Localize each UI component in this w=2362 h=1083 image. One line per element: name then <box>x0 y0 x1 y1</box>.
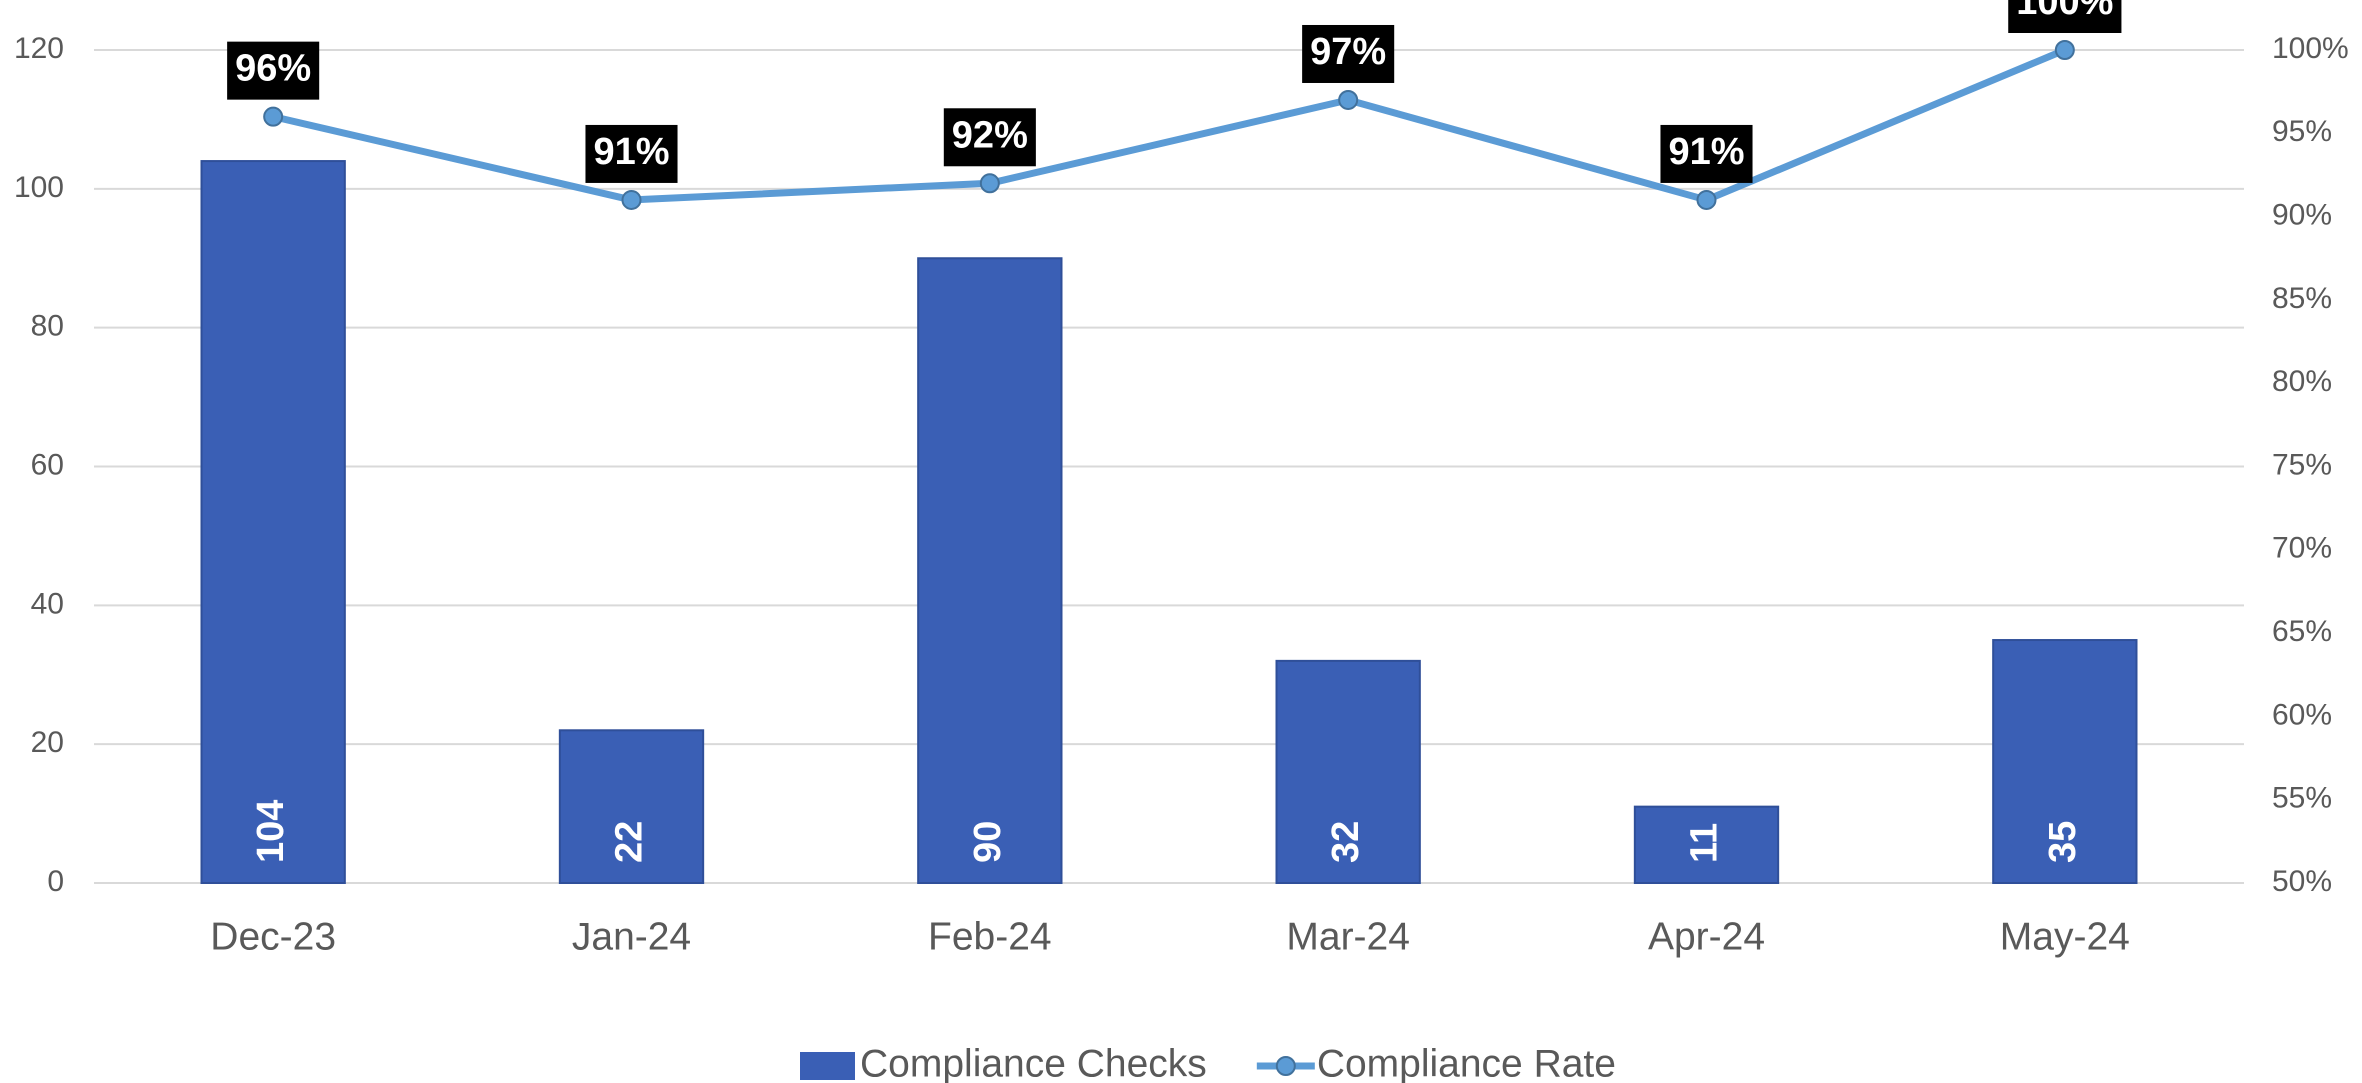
y2-tick-label: 60% <box>2272 698 2332 731</box>
legend-swatch <box>800 1052 855 1080</box>
line <box>272 46 2067 204</box>
bar <box>1633 805 1780 884</box>
data-label-box <box>943 108 1036 167</box>
y2-tick-label: 90% <box>2272 199 2332 232</box>
bar-value-label: 11 <box>1684 823 1726 863</box>
x-tick-label: May-24 <box>2000 915 2130 958</box>
line-value-label: 91% <box>1668 131 1744 173</box>
y2-tick-label: 55% <box>2272 782 2332 815</box>
y2-tick-label: 50% <box>2272 865 2332 898</box>
data-label-box <box>227 41 320 100</box>
x-tick-label: Feb-24 <box>928 915 1052 958</box>
bar-value-label: 32 <box>1325 821 1367 863</box>
data-label-box <box>1302 24 1395 83</box>
bar <box>1992 639 2138 885</box>
line-marker <box>263 106 284 127</box>
line-marker <box>621 189 642 210</box>
data-label: 100% <box>2008 0 2122 33</box>
x-tick-label: Dec-23 <box>210 915 336 958</box>
data-label: 92% <box>943 108 1036 167</box>
y-tick-label: 20 <box>31 726 64 759</box>
line-value-label: 91% <box>593 131 669 173</box>
data-label: 96% <box>227 41 320 100</box>
bar <box>200 160 346 885</box>
y2-tick-label: 100% <box>2272 32 2349 65</box>
bar <box>917 257 1063 884</box>
bar-value-label: 90 <box>967 821 1009 863</box>
line-marker <box>979 173 1000 194</box>
y2-tick-label: 65% <box>2272 615 2332 648</box>
y2-tick-label: 85% <box>2272 282 2332 315</box>
data-label: 97% <box>1302 24 1395 83</box>
x-tick-label: Apr-24 <box>1648 915 1765 958</box>
x-tick-label: Mar-24 <box>1286 915 1410 958</box>
y-tick-label: 40 <box>31 587 64 620</box>
y2-tick-label: 95% <box>2272 115 2332 148</box>
y-tick-label: 60 <box>31 448 64 481</box>
y-tick-label: 80 <box>31 310 64 343</box>
data-label: 91% <box>1660 124 1753 183</box>
y2-tick-label: 70% <box>2272 532 2332 565</box>
x-tick-label: Jan-24 <box>572 915 691 958</box>
data-label-box <box>1660 124 1753 183</box>
line-value-label: 97% <box>1310 31 1386 73</box>
line-value-label: 100% <box>2016 0 2113 23</box>
y-tick-label: 100 <box>14 171 64 204</box>
line-marker <box>1338 89 1359 110</box>
line-marker <box>1696 189 1717 210</box>
bar-value-label: 35 <box>2042 821 2084 863</box>
data-label-box <box>2008 0 2122 33</box>
line-marker <box>2054 40 2075 60</box>
legend-label: Compliance Checks <box>860 1042 1207 1083</box>
y-tick-label: 120 <box>14 32 64 65</box>
y2-tick-label: 80% <box>2272 365 2332 398</box>
y-tick-label: 0 <box>47 865 64 898</box>
bar-value-label: 104 <box>250 800 292 863</box>
bar <box>558 729 705 884</box>
y2-tick-label: 75% <box>2272 448 2332 481</box>
line-value-label: 92% <box>952 114 1028 156</box>
data-label-box <box>585 124 678 183</box>
legend-marker <box>1275 1056 1296 1076</box>
bar <box>1275 659 1421 884</box>
line-value-label: 96% <box>235 48 311 90</box>
data-label: 91% <box>585 124 678 183</box>
legend-label: Compliance Rate <box>1317 1042 1616 1083</box>
bar-value-label: 22 <box>609 821 651 863</box>
